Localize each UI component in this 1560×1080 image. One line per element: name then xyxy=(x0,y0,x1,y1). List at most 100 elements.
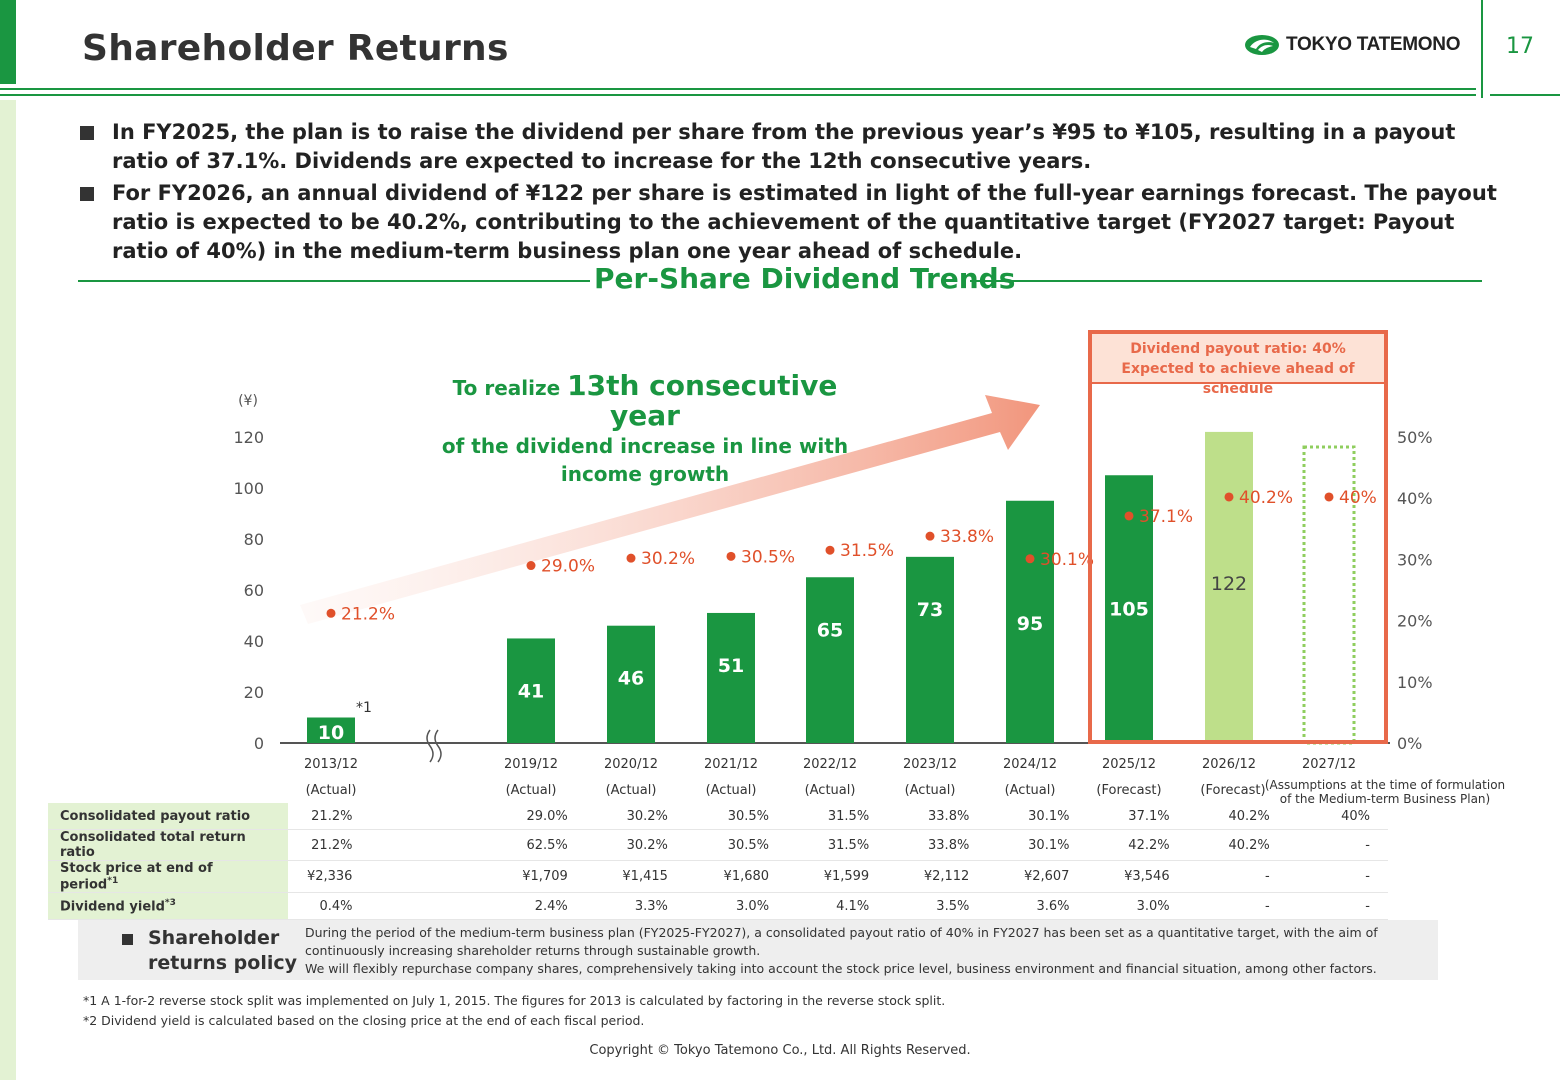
payout-ratio-dot xyxy=(626,553,636,563)
footnote-2: *2 Dividend yield is calculated based on… xyxy=(83,1013,645,1028)
y-tick-label: 100 xyxy=(233,479,264,498)
bar-value-label: 46 xyxy=(618,668,644,690)
payout-ratio-dot xyxy=(526,561,536,571)
highlight-line-2: Expected to achieve ahead of schedule xyxy=(1121,361,1355,397)
payout-ratio-dot xyxy=(326,608,336,618)
x-category-label: 2023/12 xyxy=(903,757,957,772)
payout-ratio-dot xyxy=(726,551,736,561)
x-sublabel: (Actual) xyxy=(706,783,757,798)
policy-label: Shareholder returns policy xyxy=(120,926,297,976)
x-sublabel: (Actual) xyxy=(805,783,856,798)
table-cell: 33.8% xyxy=(887,829,988,861)
y-tick-label: 20 xyxy=(244,683,264,702)
x-sublabel: (Actual) xyxy=(306,783,357,798)
table-cell: 0.4% xyxy=(288,892,383,921)
table-cell: ¥1,599 xyxy=(787,860,888,894)
row-header-superscript: *3 xyxy=(164,898,176,909)
growth-arrow-shape xyxy=(300,395,1040,624)
table-cell: 40.2% xyxy=(1187,803,1288,830)
x-sublabel: (Actual) xyxy=(1005,783,1056,798)
dividend-bar xyxy=(507,638,555,743)
bar-value-label: 10 xyxy=(318,722,344,744)
table-cell: ¥1,415 xyxy=(585,860,686,894)
row-header-superscript: *1 xyxy=(107,876,119,886)
table-cell: 3.5% xyxy=(887,892,988,921)
payout-ratio-dot xyxy=(825,545,835,555)
y-tick-label: 0 xyxy=(254,734,264,753)
bar-value-label: 105 xyxy=(1109,598,1149,620)
bar-value-label: 65 xyxy=(817,619,843,641)
policy-box xyxy=(78,920,1438,980)
title-accent-bar xyxy=(0,0,16,84)
y-axis-unit: (¥) xyxy=(238,393,258,409)
left-decoration-strip xyxy=(0,100,16,1080)
policy-square-icon xyxy=(122,934,133,945)
table-cell: 42.2% xyxy=(1087,829,1188,861)
y-tick-label: 60 xyxy=(244,581,264,600)
table-cell: 30.2% xyxy=(585,829,686,861)
bar-value-label: 122 xyxy=(1211,573,1247,595)
header-rule-right xyxy=(1490,94,1560,96)
table-row: Dividend yield*3 0.4% 2.4% 3.3% 3.0% 4.1% 3.5%… xyxy=(48,892,1388,921)
header-rule-bottom xyxy=(0,94,1476,96)
bullet-item: In FY2025, the plan is to raise the divi… xyxy=(80,118,1500,176)
payout-ratio-dot xyxy=(1025,554,1035,564)
bullet-square-icon xyxy=(80,126,94,140)
y2-tick-label: 40% xyxy=(1397,489,1433,508)
table-cell: 21.2% xyxy=(288,803,383,830)
table-cell: 3.3% xyxy=(585,892,686,921)
y2-tick-label: 50% xyxy=(1397,428,1433,447)
table-cell: 30.1% xyxy=(987,829,1088,861)
payout-ratio-label: 33.8% xyxy=(940,527,994,547)
dividend-bar xyxy=(1205,431,1253,743)
x-category-label: 2027/12 xyxy=(1302,757,1356,772)
payout-ratio-label: 29.0% xyxy=(541,557,595,577)
table-cell: ¥1,709 xyxy=(382,860,586,894)
y2-tick-label: 30% xyxy=(1397,550,1433,569)
callout-line-3: income growth xyxy=(560,462,730,486)
x-category-label: 2024/12 xyxy=(1003,757,1057,772)
row-header: Consolidated total return ratio xyxy=(48,829,289,861)
growth-arrow xyxy=(300,395,1040,624)
table-cell: 30.5% xyxy=(685,803,788,830)
table-row: Consolidated payout ratio 21.2% 29.0% 30.2%… xyxy=(48,803,1388,830)
table-cell: - xyxy=(1287,860,1388,894)
bar-value-label: 73 xyxy=(917,599,943,621)
dividend-bar xyxy=(806,577,854,743)
x-category-label: 2013/12 xyxy=(304,757,358,772)
page-number: 17 xyxy=(1506,34,1534,59)
x-sublabel: (Actual) xyxy=(905,783,956,798)
table-cell: ¥2,607 xyxy=(987,860,1088,894)
table-cell: - xyxy=(1287,829,1388,861)
y-tick-label: 120 xyxy=(233,428,264,447)
bullet-square-icon xyxy=(80,187,94,201)
footnote-marker: *1 xyxy=(356,700,372,716)
section-title: Per-Share Dividend Trends xyxy=(594,262,1016,295)
x-category-label: 2022/12 xyxy=(803,757,857,772)
dividend-chart: (¥) 0 20 40 60 80 100 120 0% 10% 20% 30% 40% 50% 10 21.… xyxy=(233,393,1505,806)
footnote-1: *1 A 1-for-2 reverse stock split was imp… xyxy=(83,993,946,1008)
table-row: Stock price at end of period*1 ¥2,336 ¥1,7… xyxy=(48,860,1388,894)
company-logo: TOKYO TATEMONO xyxy=(1244,34,1460,56)
policy-label-line-2: returns policy xyxy=(148,952,298,974)
table-cell: 21.2% xyxy=(288,829,383,861)
table-cell: 3.0% xyxy=(1087,892,1188,921)
logo-icon xyxy=(1245,35,1279,55)
x-sublabel: (Assumptions at the time of formulation xyxy=(1265,778,1505,792)
section-rule-right xyxy=(970,280,1482,282)
x-category-label: 2026/12 xyxy=(1202,757,1256,772)
payout-ratio-label: 37.1% xyxy=(1139,507,1193,527)
y2-tick-label: 0% xyxy=(1397,734,1422,753)
table-cell: 33.8% xyxy=(887,803,988,830)
copyright: Copyright © Tokyo Tatemono Co., Ltd. All… xyxy=(589,1043,971,1058)
x-category-label: 2019/12 xyxy=(504,757,558,772)
table-cell: 29.0% xyxy=(382,803,586,830)
table-cell: 40% xyxy=(1287,803,1388,830)
dividend-bar xyxy=(607,625,655,743)
bullet-text: For FY2026, an annual dividend of ¥122 p… xyxy=(112,181,1497,263)
x-sublabel: (Actual) xyxy=(506,783,557,798)
payout-ratio-label: 40% xyxy=(1339,488,1377,508)
bullet-text: In FY2025, the plan is to raise the divi… xyxy=(112,120,1456,173)
callout-highlight: 13th consecutive year xyxy=(567,369,838,432)
callout-prefix: To realize xyxy=(452,376,568,400)
